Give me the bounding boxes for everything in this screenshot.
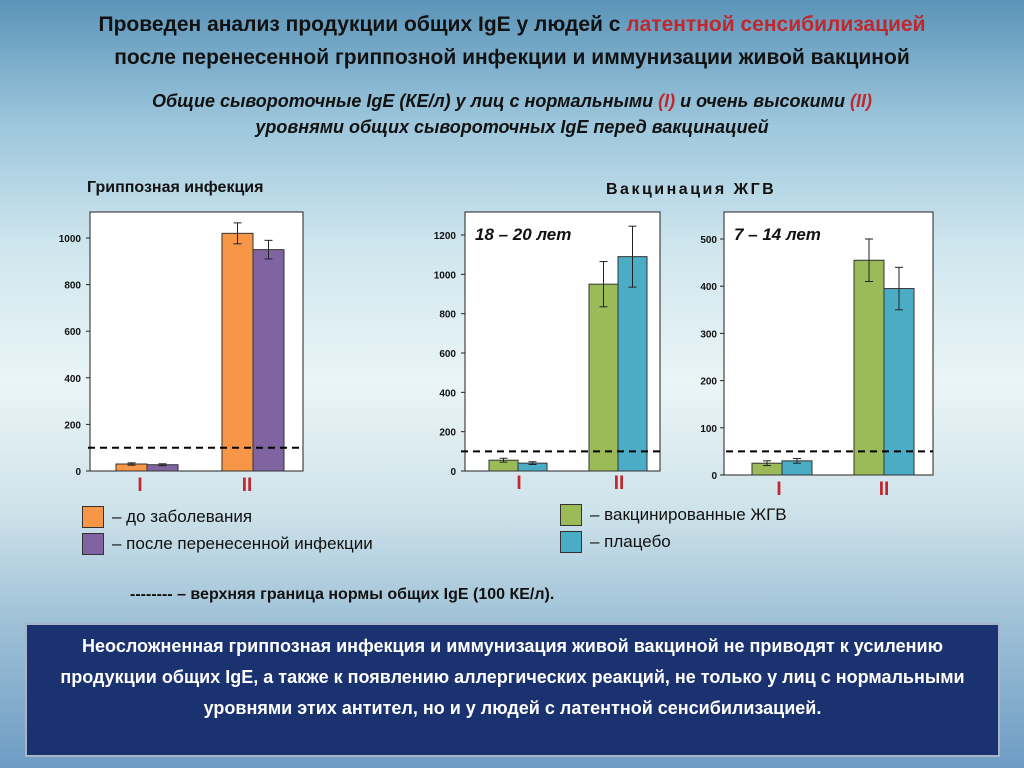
y-tick-label: 1200 bbox=[434, 231, 457, 242]
norm-note: -------- – верхняя граница нормы общих I… bbox=[130, 586, 555, 603]
subtitle-part1: Общие сывороточные IgE (КЕ/л) у лиц с но… bbox=[152, 91, 659, 111]
conclusion-box: Неосложненная гриппозная инфекция и имму… bbox=[25, 623, 1000, 757]
y-tick-label: 200 bbox=[700, 377, 717, 388]
title-line2: после перенесенной гриппозной инфекции и… bbox=[114, 46, 910, 69]
y-tick-label: 800 bbox=[439, 310, 456, 321]
title-part1: Проведен анализ продукции общих IgE у лю… bbox=[98, 13, 627, 36]
bar bbox=[883, 288, 915, 476]
y-tick-label: 500 bbox=[700, 235, 717, 246]
y-tick-label: 1000 bbox=[59, 234, 82, 245]
y-tick-label: 600 bbox=[64, 327, 81, 338]
flu-header: Гриппозная инфекция bbox=[87, 179, 264, 196]
bar bbox=[221, 232, 254, 472]
category-label: I bbox=[776, 479, 781, 500]
legend-vaccine-swatch bbox=[560, 530, 582, 553]
bar bbox=[252, 249, 285, 472]
legend-vaccine: – вакцинированные ЖГВ – плацебо bbox=[560, 501, 787, 555]
category-label: I bbox=[137, 475, 142, 496]
legend-vaccine-item: – плацебо bbox=[560, 528, 787, 555]
bar bbox=[588, 283, 619, 472]
legend-flu-label: – после перенесенной инфекции bbox=[112, 533, 373, 553]
category-label: I bbox=[516, 473, 521, 494]
y-tick-label: 200 bbox=[439, 428, 456, 439]
bar bbox=[617, 256, 648, 472]
y-tick-label: 0 bbox=[711, 471, 717, 482]
y-tick-label: 300 bbox=[700, 329, 717, 340]
legend-vaccine-label: – вакцинированные ЖГВ bbox=[590, 504, 787, 524]
category-label: II bbox=[614, 473, 625, 494]
y-tick-label: 800 bbox=[64, 281, 81, 292]
panel-age-label: 18 – 20 лет bbox=[475, 225, 571, 244]
legend-vaccine-swatch bbox=[560, 503, 582, 526]
subtitle-mark2: (II) bbox=[849, 91, 872, 111]
legend-flu-swatch bbox=[82, 505, 104, 528]
subtitle-line2: уровнями общих сывороточных IgE перед ва… bbox=[255, 117, 769, 137]
y-tick-label: 100 bbox=[700, 424, 717, 435]
bar bbox=[853, 259, 885, 476]
y-tick-label: 400 bbox=[700, 282, 717, 293]
y-tick-label: 0 bbox=[450, 467, 456, 478]
legend-flu-item: – после перенесенной инфекции bbox=[82, 530, 373, 557]
legend-flu-item: – до заболевания bbox=[82, 503, 373, 530]
legend-vaccine-label: – плацебо bbox=[590, 531, 671, 551]
vaccine-header: Вакцинация ЖГВ bbox=[606, 181, 777, 198]
y-tick-label: 400 bbox=[64, 374, 81, 385]
y-tick-label: 400 bbox=[439, 388, 456, 399]
y-tick-label: 1000 bbox=[434, 270, 457, 281]
conclusion-text: Неосложненная гриппозная инфекция и имму… bbox=[60, 636, 965, 718]
category-label: II bbox=[242, 475, 253, 496]
legend-vaccine-item: – вакцинированные ЖГВ bbox=[560, 501, 787, 528]
panel-age-label: 7 – 14 лет bbox=[734, 225, 821, 244]
legend-flu: – до заболевания – после перенесенной инф… bbox=[82, 503, 373, 557]
y-tick-label: 200 bbox=[64, 420, 81, 431]
y-tick-label: 0 bbox=[75, 467, 81, 478]
subtitle-mark1: (I) bbox=[658, 91, 676, 111]
title-highlight: латентной сенсибилизацией bbox=[626, 13, 926, 36]
category-label: II bbox=[879, 479, 890, 500]
legend-flu-label: – до заболевания bbox=[112, 506, 253, 526]
legend-flu-swatch bbox=[82, 532, 104, 555]
subtitle-part2: и очень высокими bbox=[675, 91, 850, 111]
y-tick-label: 600 bbox=[439, 349, 456, 360]
slide-subtitle: Общие сывороточные IgE (КЕ/л) у лиц с но… bbox=[0, 88, 1024, 140]
slide-title: Проведен анализ продукции общих IgE у лю… bbox=[0, 8, 1024, 74]
